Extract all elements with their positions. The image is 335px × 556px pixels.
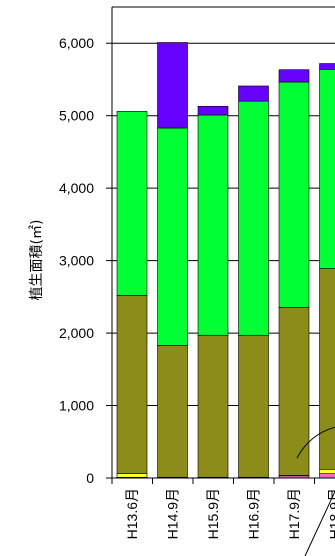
y-tick-label: 4,000 — [59, 180, 94, 196]
bar-segment — [157, 42, 188, 129]
y-tick-label: 2,000 — [59, 325, 94, 341]
bar-segment — [116, 473, 148, 478]
bar-segment — [197, 334, 229, 478]
bar-segment — [116, 295, 148, 474]
y-tick-label: 1,000 — [59, 398, 94, 414]
x-tick-label: H17.9月 — [286, 488, 302, 539]
bar-segment — [157, 127, 188, 346]
x-tick-label: H14.9月 — [165, 488, 181, 539]
bar-segment — [278, 69, 310, 83]
plot-frame — [111, 6, 335, 479]
bar-segment — [278, 81, 310, 308]
annotation-curve — [296, 426, 335, 556]
bar-segment — [319, 268, 335, 470]
annotation-curve-line — [296, 426, 335, 459]
bar-segment — [197, 105, 229, 116]
bar-segment — [238, 100, 269, 336]
y-tick-label: 6,000 — [59, 35, 94, 51]
x-tick-label: H18.9月 — [327, 488, 335, 539]
bar-segment — [278, 307, 310, 476]
bar-segment — [319, 63, 335, 70]
y-tick-label: 5,000 — [59, 108, 94, 124]
bar-segment — [197, 114, 229, 336]
x-axis-ticks: H13.6月 H14.9月 H15.9月 H16.9月 H17.9月 H18.9月 — [111, 478, 335, 539]
annotation-diagonal-line — [304, 490, 335, 556]
bar-segment — [319, 473, 335, 479]
y-tick-label: 0 — [86, 470, 94, 486]
bar-segment — [238, 334, 269, 478]
bar-segment — [319, 69, 335, 269]
y-tick-label: 3,000 — [59, 253, 94, 269]
x-tick-label: H16.9月 — [246, 488, 262, 539]
x-tick-label: H13.6月 — [124, 488, 140, 539]
bars — [116, 42, 335, 479]
y-axis-ticks: 0 1,000 2,000 3,000 4,000 5,000 6,000 — [59, 35, 112, 486]
bar-segment — [319, 469, 335, 474]
y-axis-label: 植生面積(㎡) — [29, 220, 45, 301]
bar-segment — [116, 111, 148, 296]
bar-segment — [157, 345, 188, 478]
x-tick-label: H15.9月 — [205, 488, 221, 539]
bar-segment — [238, 85, 269, 102]
